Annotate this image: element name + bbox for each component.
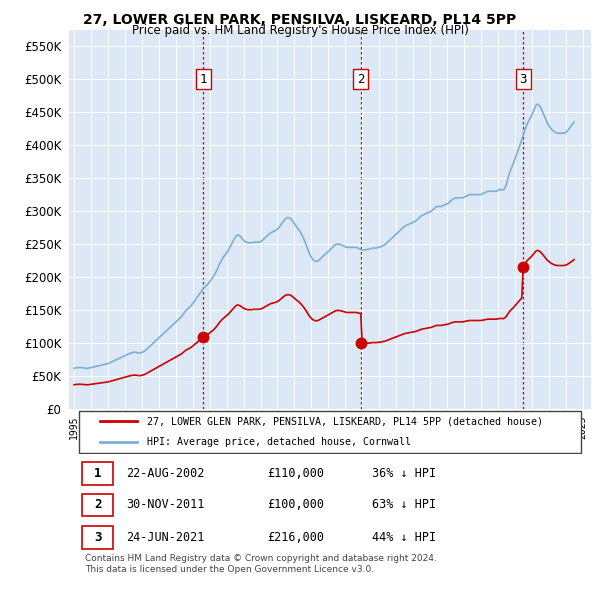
Text: Price paid vs. HM Land Registry's House Price Index (HPI): Price paid vs. HM Land Registry's House … — [131, 24, 469, 37]
Text: 2: 2 — [94, 499, 101, 512]
Text: 36% ↓ HPI: 36% ↓ HPI — [372, 467, 436, 480]
Text: 3: 3 — [94, 531, 101, 544]
FancyBboxPatch shape — [82, 462, 113, 485]
Text: 30-NOV-2011: 30-NOV-2011 — [127, 499, 205, 512]
Text: £110,000: £110,000 — [268, 467, 325, 480]
Text: 1: 1 — [94, 467, 101, 480]
Text: 24-JUN-2021: 24-JUN-2021 — [127, 531, 205, 544]
FancyBboxPatch shape — [82, 494, 113, 516]
Text: 2: 2 — [357, 73, 365, 86]
Text: 3: 3 — [519, 73, 527, 86]
Text: 27, LOWER GLEN PARK, PENSILVA, LISKEARD, PL14 5PP (detached house): 27, LOWER GLEN PARK, PENSILVA, LISKEARD,… — [148, 416, 544, 426]
Text: Contains HM Land Registry data © Crown copyright and database right 2024.
This d: Contains HM Land Registry data © Crown c… — [85, 553, 436, 575]
Text: HPI: Average price, detached house, Cornwall: HPI: Average price, detached house, Corn… — [148, 437, 412, 447]
Text: £216,000: £216,000 — [268, 531, 325, 544]
Text: £100,000: £100,000 — [268, 499, 325, 512]
Text: 44% ↓ HPI: 44% ↓ HPI — [372, 531, 436, 544]
Text: 63% ↓ HPI: 63% ↓ HPI — [372, 499, 436, 512]
FancyBboxPatch shape — [82, 526, 113, 549]
FancyBboxPatch shape — [79, 411, 581, 453]
Text: 27, LOWER GLEN PARK, PENSILVA, LISKEARD, PL14 5PP: 27, LOWER GLEN PARK, PENSILVA, LISKEARD,… — [83, 13, 517, 27]
Text: 1: 1 — [200, 73, 207, 86]
Text: 22-AUG-2002: 22-AUG-2002 — [127, 467, 205, 480]
